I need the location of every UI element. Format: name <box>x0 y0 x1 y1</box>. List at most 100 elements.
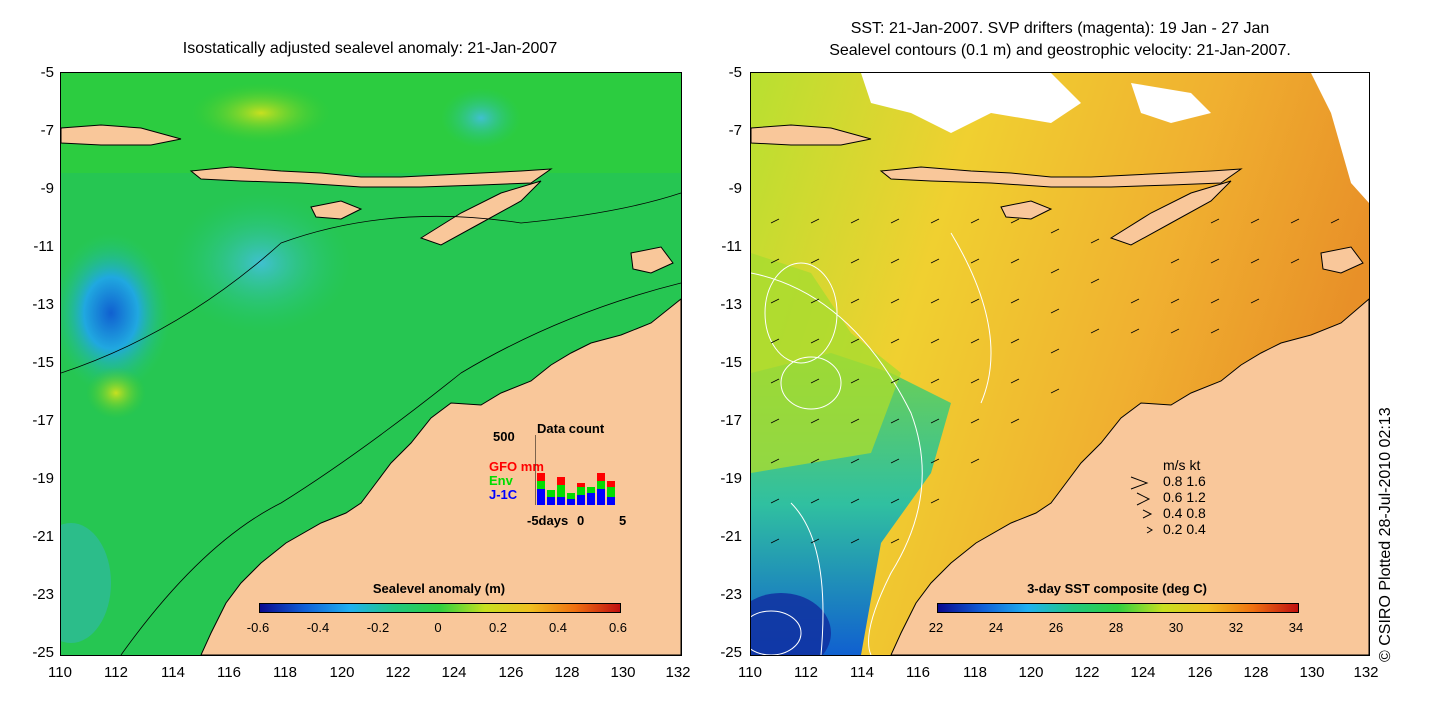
data-count-gfo: GFO mm <box>489 459 544 474</box>
left-colorbar-tick: -0.4 <box>306 620 330 635</box>
data-count-env: Env <box>489 473 513 488</box>
tanimbar-island <box>1320 246 1364 274</box>
right-x-tick: 112 <box>794 664 818 681</box>
plot-credit: © CSIRO Plotted 28-Jul-2010 02:13 <box>1377 407 1394 662</box>
right-x-tick: 116 <box>906 664 930 681</box>
right-x-tick: 126 <box>1187 664 1213 681</box>
velocity-arrows <box>770 218 1340 544</box>
right-x-tick: 110 <box>738 664 762 681</box>
left-y-tick: -25 <box>32 644 54 661</box>
right-y-tick: -5 <box>728 64 742 81</box>
right-x-tick: 118 <box>963 664 987 681</box>
data-count-bars <box>535 435 615 505</box>
left-y-tick: -5 <box>40 64 54 81</box>
right-x-tick: 130 <box>1299 664 1325 681</box>
left-x-tick: 110 <box>48 664 72 681</box>
data-count-j1c: J-1C <box>489 487 518 502</box>
data-count-title: Data count <box>537 421 605 436</box>
left-x-tick: 118 <box>273 664 297 681</box>
right-y-tick: -17 <box>720 412 742 429</box>
left-x-tick: 112 <box>104 664 128 681</box>
left-map-panel[interactable]: 500 Data count GFO mm Env J-1C -5days 0 … <box>60 72 682 656</box>
right-colorbar-tick: 22 <box>928 620 944 635</box>
left-y-tick: -13 <box>32 296 54 313</box>
right-x-tick: 122 <box>1074 664 1100 681</box>
data-count-inset: 500 Data count GFO mm Env J-1C -5days 0 … <box>489 421 641 531</box>
right-y-tick: -21 <box>720 528 742 545</box>
low-anomaly-eddy <box>61 233 171 393</box>
right-map-title-line1: SST: 21-Jan-2007. SVP drifters (magenta)… <box>850 20 1270 37</box>
left-x-tick: 128 <box>554 664 580 681</box>
data-count-x-label-mid: 0 <box>577 513 585 528</box>
right-x-tick: 120 <box>1018 664 1044 681</box>
velocity-legend-row: 0.6 1.2 <box>1163 489 1206 505</box>
nusa-tenggara-islands <box>879 166 1243 188</box>
data-count-x-label-right: 5 <box>619 513 627 528</box>
left-x-tick: 130 <box>610 664 636 681</box>
right-colorbar-tick: 30 <box>1168 620 1184 635</box>
left-y-tick: -23 <box>32 586 54 603</box>
left-y-tick: -19 <box>32 470 54 487</box>
left-colorbar-tick: 0 <box>434 620 442 635</box>
sumba-island <box>1000 200 1053 220</box>
left-y-tick: -9 <box>40 180 54 197</box>
right-colorbar-tick: 26 <box>1048 620 1064 635</box>
data-count-x-label-left: -5days <box>527 513 569 528</box>
left-y-tick: -7 <box>40 122 54 139</box>
right-y-tick: -9 <box>728 180 742 197</box>
cloud-cover <box>861 73 1081 133</box>
right-y-tick: -15 <box>720 354 742 371</box>
left-x-tick: 124 <box>441 664 467 681</box>
right-colorbar-tick: 32 <box>1228 620 1244 635</box>
left-y-tick: -11 <box>33 238 54 255</box>
left-map-canvas <box>61 73 681 655</box>
left-x-tick: 116 <box>217 664 241 681</box>
sumba-island <box>310 200 363 220</box>
right-y-tick: -7 <box>728 122 742 139</box>
australia-landmass <box>200 298 681 655</box>
right-colorbar-tick: 34 <box>1288 620 1304 635</box>
velocity-legend-row: 0.8 1.6 <box>1163 473 1206 489</box>
australia-landmass <box>890 298 1369 655</box>
right-map-panel[interactable]: m/s kt 0.8 1.6 0.6 1.2 0.4 0.8 0.2 0.4 3… <box>750 72 1370 656</box>
left-x-tick: 132 <box>665 664 691 681</box>
timor-island <box>419 180 542 246</box>
right-map-canvas <box>751 73 1369 655</box>
right-y-tick: -25 <box>720 644 742 661</box>
tanimbar-island <box>630 246 674 274</box>
right-x-tick: 114 <box>850 664 874 681</box>
sealevel-contours <box>751 232 992 655</box>
velocity-legend-header: m/s kt <box>1163 457 1201 473</box>
left-colorbar-tick: -0.6 <box>246 620 270 635</box>
right-colorbar <box>937 603 1299 613</box>
data-count-max: 500 <box>493 429 515 444</box>
right-x-tick: 124 <box>1130 664 1156 681</box>
velocity-legend-row: 0.2 0.4 <box>1163 521 1206 537</box>
right-y-tick: -13 <box>720 296 742 313</box>
right-colorbar-title: 3-day SST composite (deg C) <box>1027 581 1207 596</box>
left-x-tick: 120 <box>329 664 355 681</box>
left-colorbar-title: Sealevel anomaly (m) <box>372 581 506 596</box>
left-colorbar <box>259 603 621 613</box>
left-colorbar-tick: 0.4 <box>548 620 568 635</box>
right-y-tick: -11 <box>721 238 742 255</box>
right-map-title-line2: Sealevel contours (0.1 m) and geostrophi… <box>829 42 1291 59</box>
velocity-legend-row: 0.4 0.8 <box>1163 505 1206 521</box>
left-y-tick: -15 <box>32 354 54 371</box>
nusa-tenggara-islands <box>189 166 553 188</box>
left-x-tick: 126 <box>498 664 524 681</box>
left-colorbar-tick: 0.2 <box>488 620 508 635</box>
velocity-legend: m/s kt 0.8 1.6 0.6 1.2 0.4 0.8 0.2 0.4 <box>1127 457 1237 547</box>
java-island <box>751 124 872 146</box>
left-x-tick: 114 <box>161 664 185 681</box>
left-y-tick: -17 <box>32 412 54 429</box>
right-colorbar-tick: 24 <box>988 620 1004 635</box>
left-x-tick: 122 <box>385 664 411 681</box>
left-colorbar-tick: -0.2 <box>366 620 390 635</box>
left-map-title: Isostatically adjusted sealevel anomaly:… <box>182 40 558 57</box>
right-x-tick: 132 <box>1353 664 1379 681</box>
left-y-tick: -21 <box>32 528 54 545</box>
timor-island <box>1109 180 1232 246</box>
left-colorbar-tick: 0.6 <box>608 620 628 635</box>
right-y-tick: -19 <box>720 470 742 487</box>
